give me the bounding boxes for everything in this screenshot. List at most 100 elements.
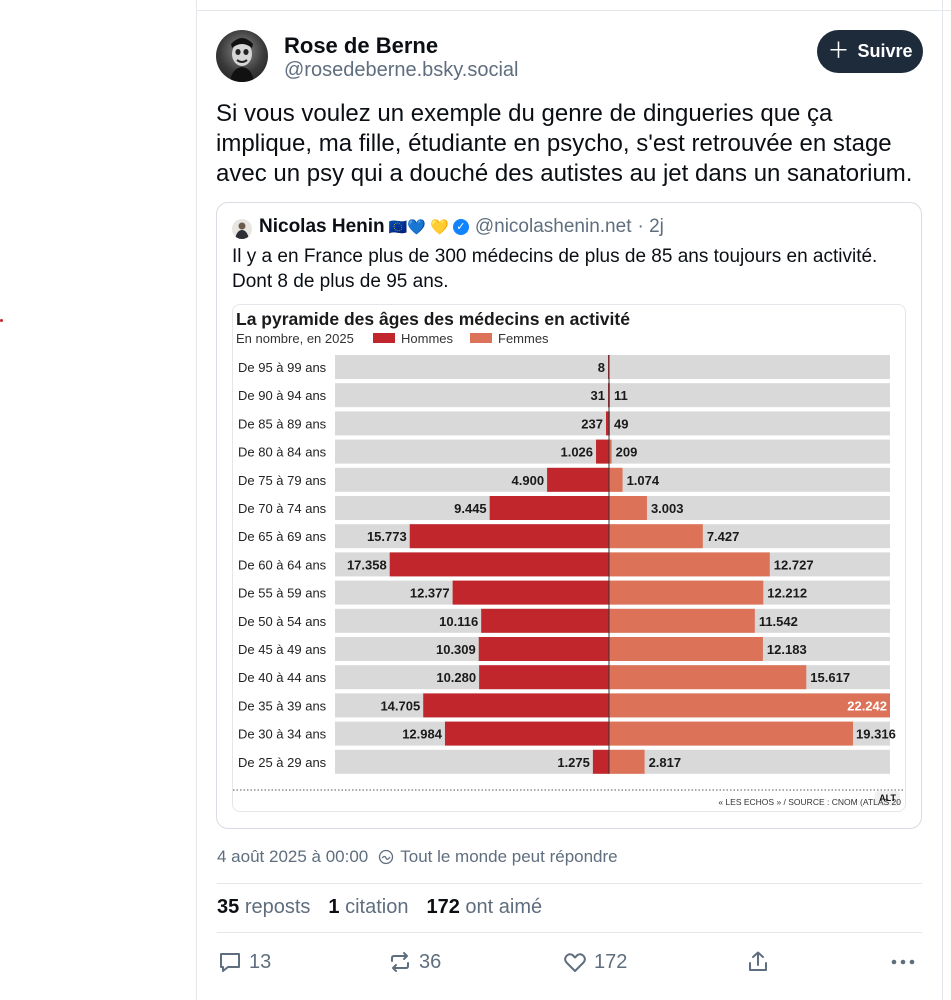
age-category-label: De 50 à 54 ans — [238, 614, 327, 629]
post-date[interactable]: 4 août 2025 à 00:00 — [217, 847, 369, 866]
post: Rose de Berne @rosedeberne.bsky.social ＋… — [197, 11, 942, 1000]
age-category-label: De 45 à 49 ans — [238, 642, 327, 657]
value-label-hommes: 1.275 — [557, 755, 590, 770]
value-label-hommes: 31 — [591, 388, 605, 403]
avatar-photo-icon — [230, 38, 254, 82]
bar-femmes — [609, 637, 763, 661]
bar-femmes — [609, 580, 764, 605]
age-category-label: De 35 à 39 ans — [238, 698, 327, 713]
verified-check-icon: ✓ — [452, 219, 469, 235]
bar-femmes — [609, 693, 890, 718]
share-icon — [749, 951, 767, 971]
chart-image[interactable]: La pyramide des âges des médecins en act… — [232, 304, 906, 812]
legend-label-femmes: Femmes — [498, 331, 549, 346]
value-label-femmes: 1.074 — [627, 473, 660, 488]
alt-badge[interactable]: ALT — [875, 791, 900, 806]
value-label-hommes: 10.116 — [439, 614, 478, 629]
quoted-post-header: Nicolas Henin 🇪🇺💙 💛 ✓ @nicolashenin.net … — [259, 216, 664, 238]
age-category-label: De 25 à 29 ans — [238, 755, 327, 770]
quoted-author-emojis: 🇪🇺💙 💛 — [388, 219, 449, 236]
chart-subtitle: En nombre, en 2025 — [236, 331, 354, 346]
top-divider — [197, 10, 951, 11]
bar-hommes — [606, 411, 609, 436]
post-actions: 13 36 172 — [217, 949, 922, 979]
heart-icon — [564, 953, 586, 972]
row-background — [335, 411, 890, 436]
right-divider — [942, 0, 943, 1000]
quoted-post[interactable]: Nicolas Henin 🇪🇺💙 💛 ✓ @nicolashenin.net … — [216, 202, 922, 829]
row-background — [335, 355, 890, 379]
quoted-author-avatar[interactable] — [232, 219, 252, 239]
value-label-hommes: 4.900 — [512, 473, 545, 488]
value-label-hommes: 8 — [598, 360, 605, 375]
value-label-femmes: 2.817 — [649, 755, 682, 770]
bar-femmes — [609, 749, 645, 774]
age-category-label: De 65 à 69 ans — [238, 529, 327, 544]
author-name[interactable]: Rose de Berne — [284, 33, 439, 58]
more-options-button[interactable] — [889, 949, 917, 975]
follow-button-label: Suivre — [857, 41, 913, 61]
value-label-hommes: 10.280 — [436, 670, 476, 685]
follow-button[interactable]: ＋ Suivre — [817, 30, 923, 73]
value-label-femmes: 11.542 — [759, 614, 798, 629]
bar-hommes — [389, 552, 609, 577]
bar-hommes — [423, 693, 609, 718]
post-meta: 4 août 2025 à 00:00 Tout le monde peut r… — [217, 847, 618, 867]
likes-stat[interactable]: 172 ont aimé — [426, 896, 542, 919]
like-button[interactable]: 172 — [562, 949, 627, 975]
quoted-avatar-photo-icon — [235, 222, 249, 239]
chart-source: « LES ECHOS » / SOURCE : CNOM (ATLAS 20 — [718, 797, 901, 807]
reply-button[interactable]: 13 — [217, 949, 271, 975]
bar-femmes — [609, 439, 612, 464]
globe-icon — [379, 849, 394, 865]
repost-icon — [391, 952, 409, 972]
likes-count: 172 — [426, 896, 460, 918]
value-label-hommes: 9.445 — [454, 501, 487, 516]
value-label-femmes: 209 — [616, 445, 638, 460]
quoted-post-time[interactable]: · 2j — [637, 216, 664, 237]
bar-hommes — [409, 524, 609, 549]
left-sidebar-gutter — [0, 0, 197, 1000]
value-label-hommes: 1.026 — [560, 445, 593, 460]
value-label-femmes: 19.316 — [856, 727, 896, 742]
repost-button[interactable]: 36 — [387, 949, 441, 975]
sidebar-dot — [0, 319, 3, 322]
age-category-label: De 95 à 99 ans — [238, 360, 327, 375]
value-label-femmes: 12.212 — [767, 586, 807, 601]
bar-femmes — [609, 496, 647, 520]
quotes-stat[interactable]: 1 citation — [328, 896, 408, 919]
age-category-label: De 90 à 94 ans — [238, 388, 327, 403]
row-background — [335, 383, 890, 408]
reply-setting: Tout le monde peut répondre — [378, 847, 618, 867]
age-category-label: De 55 à 59 ans — [238, 586, 327, 601]
value-label-hommes: 12.984 — [402, 727, 443, 742]
share-button[interactable] — [745, 949, 771, 975]
value-label-femmes: 12.183 — [767, 642, 807, 657]
bar-femmes — [609, 721, 854, 746]
reposts-label: reposts — [244, 896, 311, 918]
value-label-hommes: 17.358 — [347, 557, 387, 572]
bar-femmes — [609, 467, 623, 492]
quoted-author-handle[interactable]: @nicolashenin.net — [474, 216, 632, 237]
bar-femmes — [609, 608, 755, 633]
stats-divider-bottom — [217, 932, 922, 933]
more-dots-icon — [891, 959, 915, 965]
bar-hommes — [489, 496, 609, 520]
quoted-author-name[interactable]: Nicolas Henin — [259, 216, 385, 237]
legend-swatch-femmes — [470, 333, 492, 343]
value-label-femmes: 49 — [614, 416, 628, 431]
reposts-stat[interactable]: 35 reposts — [217, 896, 310, 919]
legend-swatch-hommes — [373, 333, 395, 343]
value-label-hommes: 12.377 — [410, 586, 450, 601]
age-category-label: De 60 à 64 ans — [238, 557, 327, 572]
author-avatar[interactable] — [216, 30, 268, 82]
like-count: 172 — [594, 950, 628, 973]
reply-icon — [220, 953, 240, 972]
author-handle[interactable]: @rosedeberne.bsky.social — [284, 59, 519, 81]
plus-icon: ＋ — [827, 37, 850, 63]
likes-label: ont aimé — [465, 896, 543, 918]
quoted-post-text: Il y a en France plus de 300 médecins de… — [232, 246, 878, 292]
post-text: Si vous voulez un exemple du genre de di… — [216, 100, 913, 187]
reply-count: 13 — [249, 950, 272, 973]
value-label-hommes: 237 — [581, 416, 603, 431]
